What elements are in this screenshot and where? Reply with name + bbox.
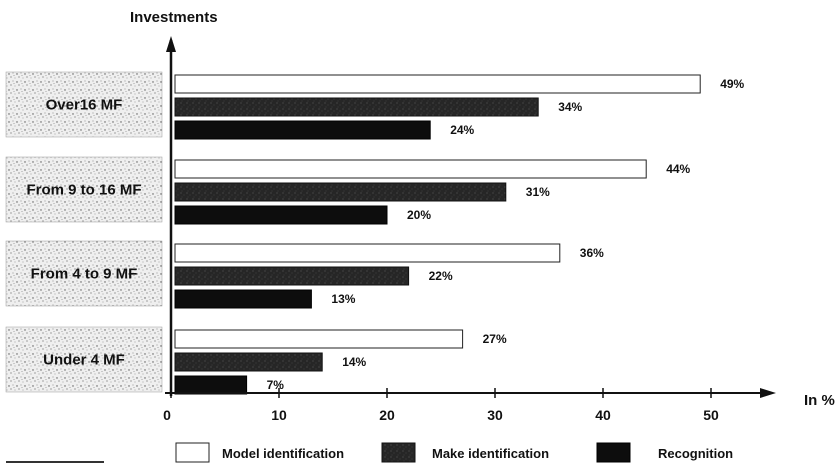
- value-label: 22%: [429, 269, 453, 283]
- x-tick-label: 50: [703, 407, 719, 423]
- category-box: [5, 156, 163, 223]
- value-label: 36%: [580, 246, 604, 260]
- legend-label: Model identification: [222, 446, 344, 461]
- bar-make-identification: [174, 182, 507, 202]
- bar-recognition: [174, 289, 312, 309]
- x-axis-arrow-icon: [760, 388, 776, 398]
- bar-recognition: [174, 120, 431, 140]
- x-tick-label: 40: [595, 407, 611, 423]
- legend-swatch: [381, 442, 416, 463]
- x-tick-label: 30: [487, 407, 503, 423]
- legend-swatch: [175, 442, 210, 463]
- bar-model-identification: [174, 329, 464, 349]
- axes-layer: 0 10 20 30 40 50: [163, 36, 776, 423]
- value-label: 20%: [407, 208, 431, 222]
- bar-model-identification: [174, 74, 701, 94]
- legend-swatch: [596, 442, 631, 463]
- legend-label: Recognition: [658, 446, 733, 461]
- value-label: 34%: [558, 100, 582, 114]
- category-label: Over16 MF: [46, 97, 123, 114]
- category-box: [5, 326, 163, 393]
- bar-make-identification: [174, 266, 410, 286]
- category-label: From 4 to 9 MF: [31, 266, 138, 283]
- category-label: From 9 to 16 MF: [26, 182, 141, 199]
- category-box: [5, 71, 163, 138]
- bars-layer: Over16 MF 49% 34% 24% From 9 to 16 MF 44% 31% 2…: [5, 71, 745, 395]
- x-tick-label: 10: [271, 407, 287, 423]
- bar-model-identification: [174, 243, 561, 263]
- bar-make-identification: [174, 97, 539, 117]
- x-tick-label: 0: [163, 407, 171, 423]
- x-axis-title: In %: [804, 392, 835, 409]
- bar-recognition: [174, 205, 388, 225]
- y-axis-title: Investments: [130, 9, 218, 26]
- bar-recognition: [174, 375, 248, 395]
- value-label: 7%: [267, 378, 285, 392]
- value-label: 27%: [483, 332, 507, 346]
- legend: Model identification Make identification R…: [6, 442, 733, 463]
- bar-make-identification: [174, 352, 323, 372]
- value-label: 13%: [331, 292, 355, 306]
- bar-model-identification: [174, 159, 647, 179]
- value-label: 44%: [666, 162, 690, 176]
- category-box: [5, 240, 163, 307]
- value-label: 24%: [450, 123, 474, 137]
- x-tick-label: 20: [379, 407, 395, 423]
- category-label: Under 4 MF: [43, 352, 125, 369]
- value-label: 31%: [526, 185, 550, 199]
- value-label: 14%: [342, 355, 366, 369]
- y-axis-arrow-icon: [166, 36, 176, 52]
- value-label: 49%: [720, 77, 744, 91]
- legend-label: Make identification: [432, 446, 549, 461]
